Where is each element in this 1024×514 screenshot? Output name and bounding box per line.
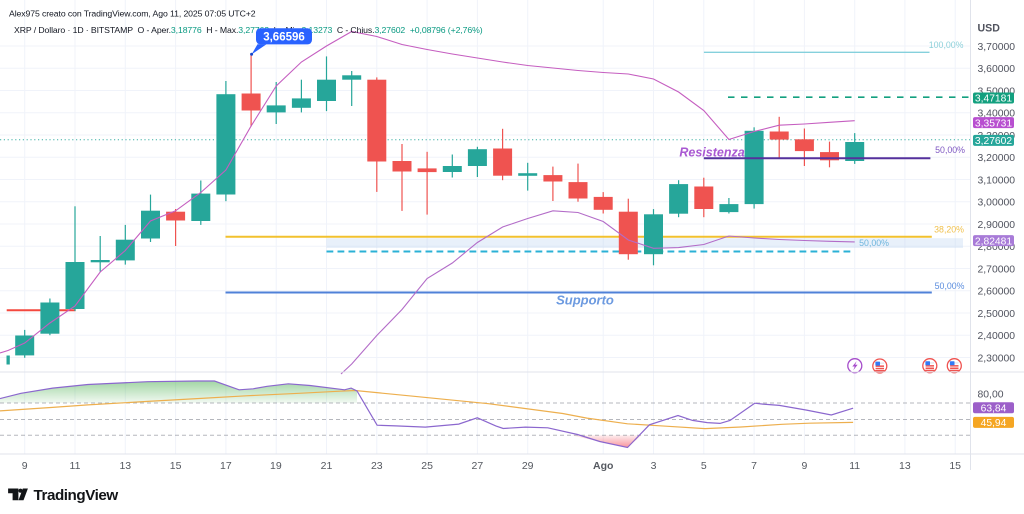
svg-text:15: 15 xyxy=(949,460,961,472)
svg-text:25: 25 xyxy=(421,460,433,472)
svg-text:3,60000: 3,60000 xyxy=(978,64,1016,75)
svg-text:Ago: Ago xyxy=(593,460,613,472)
svg-text:2,30000: 2,30000 xyxy=(978,353,1016,364)
svg-text:23: 23 xyxy=(371,460,383,472)
svg-text:3,20000: 3,20000 xyxy=(978,153,1016,164)
svg-text:80,00: 80,00 xyxy=(978,390,1004,401)
svg-text:11: 11 xyxy=(70,460,81,472)
svg-text:Alex975 creato con TradingView: Alex975 creato con TradingView.com, Ago … xyxy=(9,9,256,19)
svg-text:100,00%: 100,00% xyxy=(929,40,964,50)
svg-text:2,90000: 2,90000 xyxy=(978,220,1016,231)
svg-text:2,40000: 2,40000 xyxy=(978,331,1016,342)
svg-text:2,60000: 2,60000 xyxy=(978,287,1016,298)
svg-text:7: 7 xyxy=(751,460,757,472)
svg-text:3,70000: 3,70000 xyxy=(978,42,1016,53)
svg-text:3,00000: 3,00000 xyxy=(978,198,1016,209)
svg-text:50,00%: 50,00% xyxy=(935,281,965,291)
svg-text:45,94: 45,94 xyxy=(981,418,1007,429)
svg-text:Resistenza: Resistenza xyxy=(679,146,744,160)
svg-text:2,82481: 2,82481 xyxy=(975,236,1012,247)
svg-text:17: 17 xyxy=(220,460,232,472)
svg-text:38,20%: 38,20% xyxy=(934,225,964,235)
svg-text:29: 29 xyxy=(522,460,534,472)
svg-text:Supporto: Supporto xyxy=(556,293,614,308)
svg-text:27: 27 xyxy=(472,460,484,472)
svg-text:5: 5 xyxy=(701,460,707,472)
svg-text:50,00%: 50,00% xyxy=(859,238,889,248)
svg-text:3,66596: 3,66596 xyxy=(263,31,305,43)
svg-text:3,47181: 3,47181 xyxy=(975,94,1012,105)
svg-text:9: 9 xyxy=(801,460,807,472)
svg-text:3: 3 xyxy=(651,460,657,472)
svg-text:TradingView: TradingView xyxy=(34,487,119,504)
svg-text:2,80000: 2,80000 xyxy=(978,242,1016,253)
svg-text:3,35731: 3,35731 xyxy=(975,118,1012,129)
svg-text:2,70000: 2,70000 xyxy=(978,264,1016,275)
svg-text:13: 13 xyxy=(899,460,911,472)
svg-text:50,00%: 50,00% xyxy=(935,145,965,155)
svg-text:63,84: 63,84 xyxy=(981,404,1007,415)
svg-text:XRP / Dollaro · 1D · BITSTAMP: XRP / Dollaro · 1D · BITSTAMP O - Aper.3… xyxy=(14,25,483,35)
svg-text:15: 15 xyxy=(170,460,182,472)
svg-text:3,50000: 3,50000 xyxy=(978,86,1016,97)
svg-text:3,10000: 3,10000 xyxy=(978,175,1016,186)
svg-text:19: 19 xyxy=(270,460,282,472)
svg-text:3,27602: 3,27602 xyxy=(975,136,1012,147)
svg-text:9: 9 xyxy=(22,460,28,472)
svg-text:USD: USD xyxy=(978,23,1001,35)
svg-text:2,50000: 2,50000 xyxy=(978,309,1016,320)
svg-text:21: 21 xyxy=(321,460,333,472)
svg-text:11: 11 xyxy=(849,460,860,472)
svg-text:3,40000: 3,40000 xyxy=(978,109,1016,120)
svg-text:13: 13 xyxy=(119,460,131,472)
